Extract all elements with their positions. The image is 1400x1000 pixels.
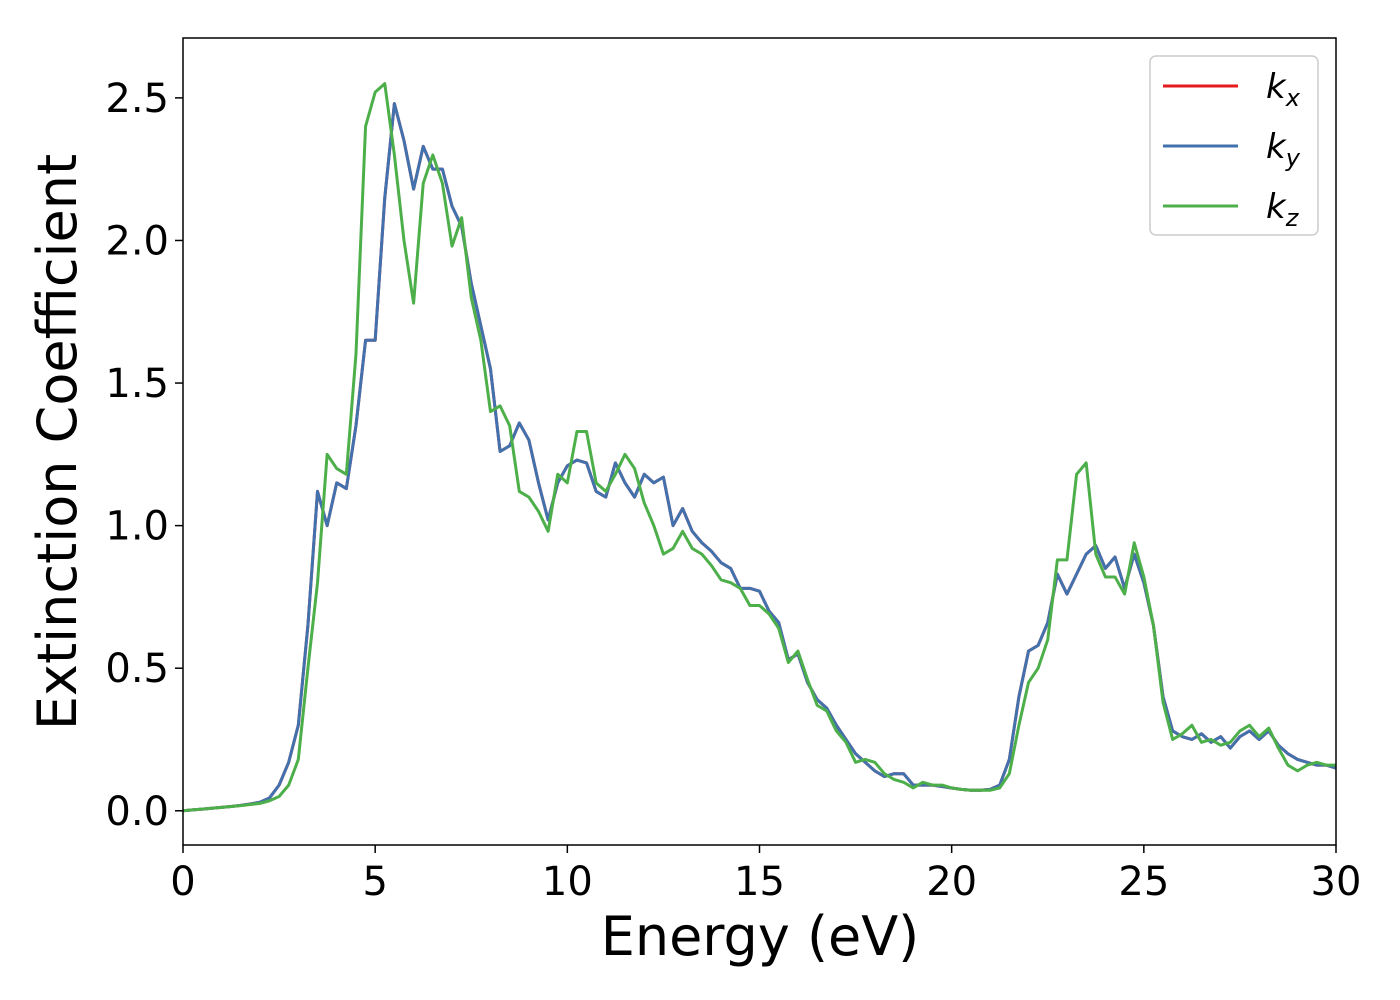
y-tick-label: 0.5: [105, 646, 169, 692]
x-tick-label: 5: [362, 859, 387, 905]
x-tick-label: 0: [170, 859, 195, 905]
y-axis-label: Extinction Coefficient: [26, 154, 89, 730]
y-tick-label: 0.0: [105, 789, 169, 835]
legend-label: kx: [1266, 67, 1301, 112]
y-tick-label: 2.5: [105, 76, 169, 122]
x-tick-label: 30: [1311, 859, 1362, 905]
series-line: [183, 82, 1336, 813]
plot-frame: [182, 37, 1337, 846]
y-tick-label: 1.5: [105, 361, 169, 407]
y-tick-label: 1.0: [105, 504, 169, 550]
legend-label: ky: [1266, 127, 1301, 172]
x-tick-label: 10: [542, 859, 593, 905]
x-tick-label: 15: [734, 859, 785, 905]
x-axis-label: Energy (eV): [601, 905, 920, 968]
x-tick-label: 20: [926, 859, 977, 905]
legend-label: kz: [1266, 187, 1300, 232]
y-tick-label: 2.0: [105, 218, 169, 264]
x-tick-label: 25: [1118, 859, 1169, 905]
